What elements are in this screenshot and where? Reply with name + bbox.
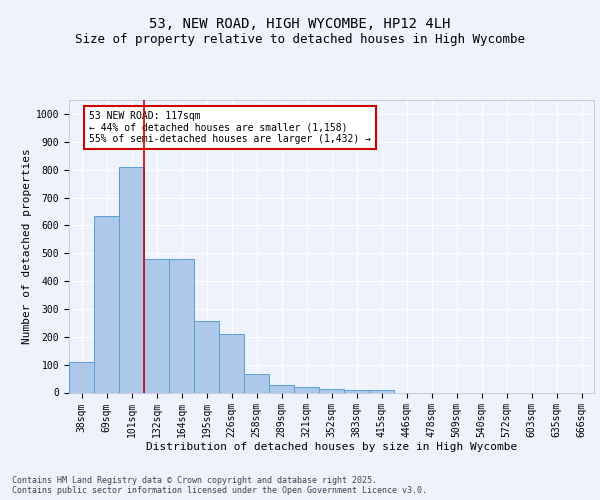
Text: 53, NEW ROAD, HIGH WYCOMBE, HP12 4LH: 53, NEW ROAD, HIGH WYCOMBE, HP12 4LH — [149, 18, 451, 32]
X-axis label: Distribution of detached houses by size in High Wycombe: Distribution of detached houses by size … — [146, 442, 517, 452]
Bar — [269, 385, 294, 392]
Bar — [169, 259, 194, 392]
Bar — [69, 362, 94, 392]
Bar — [144, 259, 169, 392]
Bar — [344, 390, 369, 392]
Bar — [219, 334, 244, 392]
Bar — [319, 389, 344, 392]
Text: 53 NEW ROAD: 117sqm
← 44% of detached houses are smaller (1,158)
55% of semi-det: 53 NEW ROAD: 117sqm ← 44% of detached ho… — [89, 111, 371, 144]
Text: Size of property relative to detached houses in High Wycombe: Size of property relative to detached ho… — [75, 32, 525, 46]
Y-axis label: Number of detached properties: Number of detached properties — [22, 148, 32, 344]
Bar — [94, 216, 119, 392]
Text: Contains HM Land Registry data © Crown copyright and database right 2025.
Contai: Contains HM Land Registry data © Crown c… — [12, 476, 427, 495]
Bar — [244, 374, 269, 392]
Bar — [294, 387, 319, 392]
Bar — [194, 320, 219, 392]
Bar — [119, 167, 144, 392]
Bar — [369, 390, 394, 392]
